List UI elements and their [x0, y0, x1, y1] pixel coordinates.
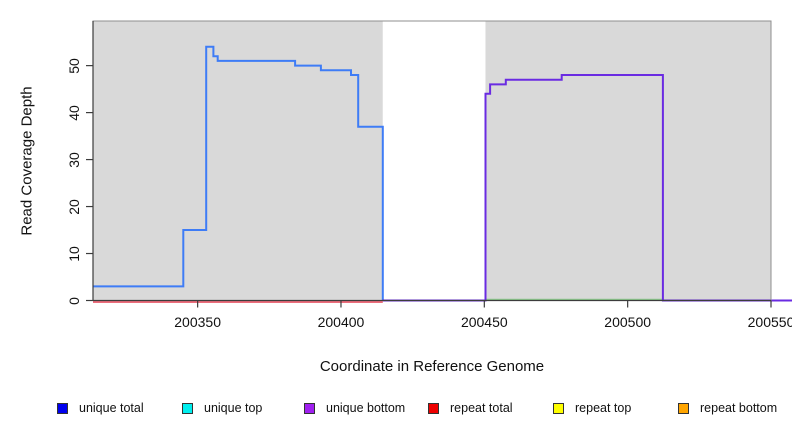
legend-item-unique-top: unique top	[182, 401, 262, 415]
y-tick-label: 30	[66, 151, 82, 168]
y-axis-title: Read Coverage Depth	[18, 86, 36, 236]
chart-legend: unique total unique top unique bottom repea…	[0, 401, 792, 421]
legend-item-repeat-total: repeat total	[428, 401, 513, 415]
legend-label: unique bottom	[326, 401, 406, 415]
y-tick-label: 10	[66, 245, 82, 262]
x-tick-label: 200550	[747, 314, 792, 330]
covered-region-left	[93, 21, 383, 301]
legend-swatch-icon	[678, 402, 689, 414]
legend-label: unique total	[79, 401, 144, 415]
alignment-gap-region	[382, 21, 486, 301]
x-tick-label: 200400	[317, 314, 365, 330]
series-line-unique-bottom	[382, 74, 792, 302]
legend-label: repeat total	[450, 401, 513, 415]
legend-item-unique-total: unique total	[57, 401, 144, 415]
y-tick-label: 20	[66, 198, 82, 215]
legend-swatch-icon	[553, 402, 564, 414]
legend-label: unique top	[204, 401, 263, 415]
legend-label: repeat top	[575, 401, 632, 415]
legend-swatch-icon	[428, 402, 439, 414]
y-tick-label: 40	[66, 104, 82, 121]
legend-item-repeat-bottom: repeat bottom	[678, 401, 777, 415]
y-tick-label: 50	[66, 57, 82, 74]
x-tick-label: 200450	[460, 314, 508, 330]
legend-swatch-icon	[182, 402, 193, 414]
series-line-unique-total	[93, 45, 384, 301]
x-axis-title: Coordinate in Reference Genome	[319, 358, 545, 375]
legend-item-repeat-top: repeat top	[553, 401, 631, 415]
y-tick-label: 0	[66, 296, 82, 305]
covered-region-right	[485, 21, 771, 301]
legend-swatch-icon	[57, 402, 68, 414]
x-tick-label: 200350	[174, 314, 221, 330]
legend-swatch-icon	[304, 402, 315, 414]
legend-item-unique-bottom: unique bottom	[304, 401, 405, 415]
legend-label: repeat bottom	[700, 401, 778, 415]
x-tick-label: 200500	[604, 314, 652, 330]
